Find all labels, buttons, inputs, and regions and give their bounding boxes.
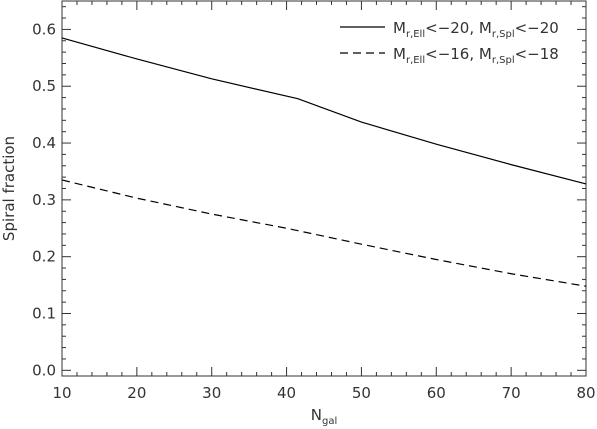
x-tick-label: 80	[576, 384, 595, 402]
x-tick-label: 40	[277, 384, 296, 402]
y-tick-label: 0.2	[32, 248, 56, 266]
y-tick-label: 0.3	[32, 191, 56, 209]
x-axis-ticks: 10 20 30 40 50 60 70 80	[52, 1, 596, 402]
y-tick-label: 0.5	[32, 77, 56, 95]
x-axis-label-main: N	[311, 406, 322, 424]
x-tick-label: 60	[427, 384, 446, 402]
legend-label: Mr,Ell<−16, Mr,Spl<−18	[393, 45, 559, 66]
x-axis-label: Ngal	[311, 406, 338, 427]
y-tick-label: 0.6	[32, 20, 56, 38]
x-axis-label-subscript: gal	[322, 416, 337, 427]
y-axis-ticks: 0.0 0.1 0.2 0.3 0.4 0.5 0.6	[32, 6, 586, 379]
y-tick-label: 0.4	[32, 134, 56, 152]
x-tick-label: 50	[352, 384, 371, 402]
x-tick-label: 70	[502, 384, 521, 402]
series-line-faint	[61, 179, 587, 287]
x-tick-label: 10	[52, 384, 71, 402]
legend-label: Mr,Ell<−20, Mr,Spl<−20	[393, 19, 559, 40]
y-axis-label: Spiral fraction	[0, 136, 18, 241]
y-tick-label: 0.1	[32, 305, 56, 323]
y-tick-label: 0.0	[32, 361, 56, 379]
x-tick-label: 20	[127, 384, 146, 402]
series-lines	[61, 37, 587, 287]
series-line-bright	[61, 37, 587, 185]
legend: Mr,Ell<−20, Mr,Spl<−20 Mr,Ell<−16, Mr,Spl…	[340, 19, 559, 66]
x-tick-label: 30	[202, 384, 221, 402]
